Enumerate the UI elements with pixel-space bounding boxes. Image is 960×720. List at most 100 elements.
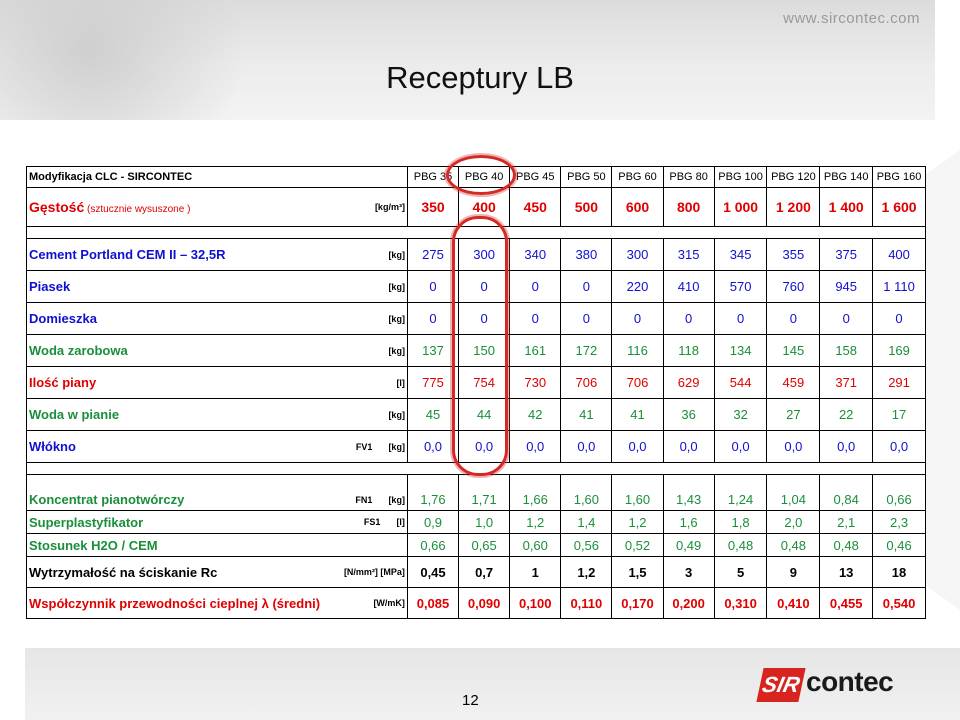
row-label-text: Domieszka [29,311,97,326]
value-cell: 0,085 [406,587,460,619]
column-header: PBG 45 [509,166,562,188]
value-cell: 0,0 [872,430,926,463]
value-cell: 275 [406,238,460,271]
row-label-text: Koncentrat pianotwórczy [29,492,185,507]
value-cell: 0,60 [509,533,562,557]
value-cell: 706 [611,366,664,399]
website-url: www.sircontec.com [783,10,920,27]
value-cell: 0,49 [662,533,715,557]
row-label: Gęstość (sztucznie wysuszone ) [29,199,190,215]
row-label: Koncentrat pianotwórczy [29,492,184,507]
value-cell: 161 [509,334,562,367]
row-label: Cement Portland CEM II – 32,5R [29,247,226,262]
column-header: PBG 120 [766,166,821,188]
column-header: PBG 140 [819,166,874,188]
value-cell: 17 [872,398,926,431]
value-cell: 0 [560,302,613,335]
table-header-row: Modyfikacja CLC - SIRCONTEC PBG 35 PBG 40 P… [26,166,926,188]
value-cell: 22 [819,398,874,431]
page-title: Receptury LB [386,60,574,95]
value-cell: 0,110 [560,587,613,619]
sircontec-logo: SIR contec [756,664,916,704]
row-label-text: Współczynnik przewodności cieplnej λ [29,595,269,611]
value-cell: 116 [611,334,664,367]
header-band [0,0,935,120]
value-cell: 340 [509,238,562,271]
value-cell: 1,0 [458,510,511,534]
value-cell: 300 [611,238,664,271]
value-cell: 0 [819,302,874,335]
row-label-cell: Superplastyfikator FS1 [l] [26,510,408,534]
value-cell: 355 [766,238,821,271]
value-cell: 1,76 [406,474,460,511]
row-code: FV1 [355,441,373,452]
value-cell: 1,8 [713,510,768,534]
row-label-cell: Piasek [kg] [26,270,408,303]
row-label-cell: Współczynnik przewodności cieplnej λ (śr… [26,587,408,619]
value-cell: 0,0 [819,430,874,463]
value-cell: 1,4 [560,510,613,534]
value-cell: 1 600 [872,187,926,227]
column-header: PBG 80 [662,166,715,188]
value-cell: 1,04 [766,474,821,511]
value-cell: 0,45 [406,556,460,588]
value-cell: 0,0 [611,430,664,463]
value-cell: 2,1 [819,510,874,534]
value-cell: 1,5 [611,556,664,588]
row-label: Stosunek H2O / CEM [29,538,158,553]
value-cell: 0,310 [713,587,768,619]
value-cell: 315 [662,238,715,271]
value-cell: 1,66 [509,474,562,511]
value-cell: 220 [611,270,664,303]
value-cell: 0,0 [509,430,562,463]
page-number: 12 [462,692,479,709]
row-label-text: Wytrzymałość na ściskanie Rc [29,564,218,580]
value-cell: 9 [766,556,821,588]
value-cell: 0 [662,302,715,335]
value-cell: 0,0 [560,430,613,463]
row-label-cell: Cement Portland CEM II – 32,5R [kg] [26,238,408,271]
value-cell: 459 [766,366,821,399]
value-cell: 1,2 [509,510,562,534]
value-cell: 600 [611,187,664,227]
row-label-text: Ilość piany [29,375,97,390]
row-unit: [kg] [388,281,405,292]
value-cell: 0,540 [872,587,926,619]
column-header: PBG 50 [560,166,613,188]
value-cell: 36 [662,398,715,431]
table-row: Koncentrat pianotwórczy FN1 [kg] 1,76 1,71 1,… [26,474,926,511]
value-cell: 1,60 [611,474,664,511]
row-label-cell: Ilość piany [l] [26,366,408,399]
table-row: Wytrzymałość na ściskanie Rc [N/mm²] [MPa… [26,556,926,588]
value-cell: 158 [819,334,874,367]
row-label-cell: Woda zarobowa [kg] [26,334,408,367]
value-cell: 0 [560,270,613,303]
row-label-note: (sztucznie wysuszone ) [84,204,191,215]
value-cell: 0,0 [713,430,768,463]
value-cell: 0,52 [611,533,664,557]
value-cell: 0 [872,302,926,335]
value-cell: 0 [611,302,664,335]
row-label-text: Gęstość [29,199,85,215]
row-code: FN1 [355,494,373,505]
value-cell: 0,170 [611,587,664,619]
row-label: Woda w pianie [29,407,119,422]
value-cell: 0,66 [872,474,926,511]
value-cell: 0 [406,302,460,335]
row-label-cell: Wytrzymałość na ściskanie Rc [N/mm²] [MPa… [26,556,408,588]
value-cell: 2,3 [872,510,926,534]
value-cell: 1 000 [713,187,768,227]
row-label: Piasek [29,279,70,294]
row-label-note: (średni) [268,595,321,611]
value-cell: 1,71 [458,474,511,511]
value-cell: 1,24 [713,474,768,511]
value-cell: 0 [766,302,821,335]
value-cell: 375 [819,238,874,271]
row-label-text: Woda w pianie [29,407,120,422]
value-cell: 500 [560,187,613,227]
row-label: Ilość piany [29,375,96,390]
column-header: PBG 100 [713,166,768,188]
value-cell: 775 [406,366,460,399]
row-unit: [kg] [388,441,405,452]
value-cell: 1,2 [611,510,664,534]
